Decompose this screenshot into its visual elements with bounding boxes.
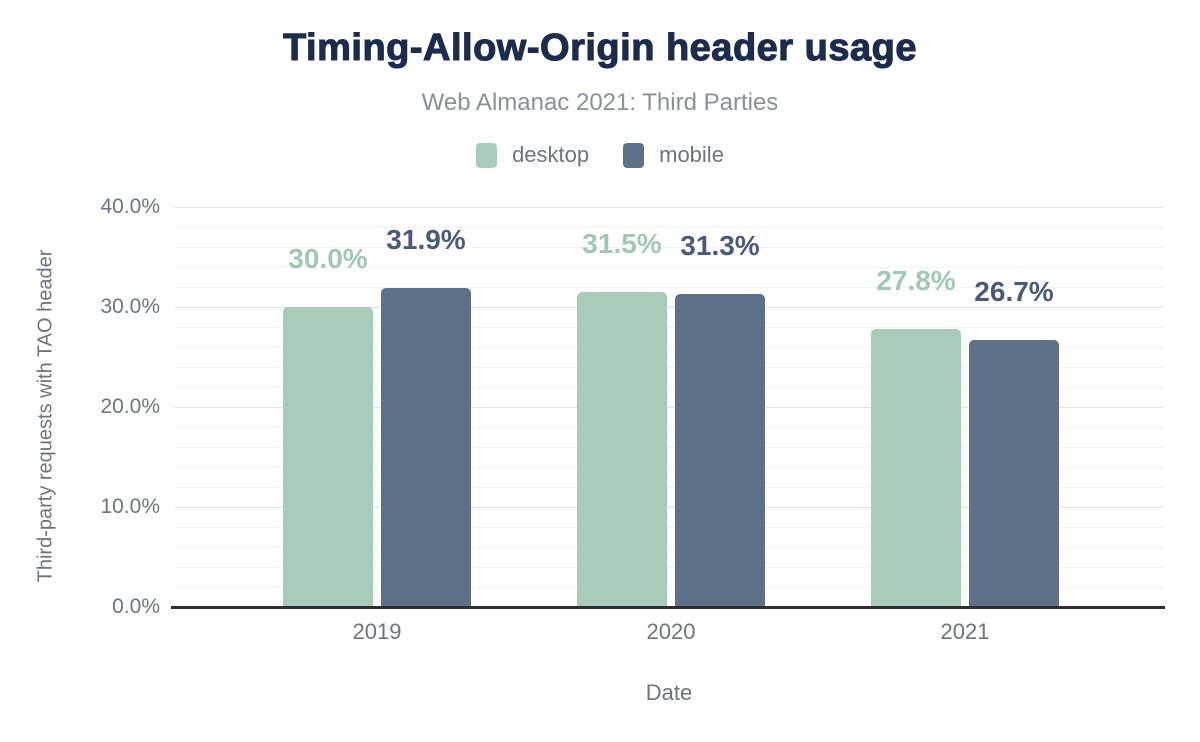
minor-gridline — [175, 547, 1163, 548]
bar-mobile-2020 — [675, 294, 765, 607]
minor-gridline — [175, 427, 1163, 428]
bar-desktop-2021 — [871, 329, 961, 607]
bar-label-mobile-2020: 31.3% — [680, 230, 760, 261]
y-tick-label: 10.0% — [100, 495, 160, 518]
minor-gridline — [175, 247, 1163, 248]
y-tick-label: 30.0% — [100, 295, 160, 318]
bar-label-mobile-2019: 31.9% — [386, 224, 466, 255]
legend-item-mobile: mobile — [623, 142, 724, 168]
bar-label-desktop-2021: 27.8% — [876, 265, 956, 296]
x-tick-label: 2021 — [940, 619, 990, 644]
minor-gridline — [175, 467, 1163, 468]
x-axis-line — [171, 606, 1165, 609]
minor-gridline — [175, 347, 1163, 348]
major-gridline — [175, 407, 1163, 408]
y-tick-label: 20.0% — [100, 395, 160, 418]
major-gridline — [175, 307, 1163, 308]
x-axis-title: Date — [645, 680, 693, 705]
major-gridline — [175, 207, 1163, 208]
minor-gridline — [175, 587, 1163, 588]
minor-gridline — [175, 327, 1163, 328]
minor-gridline — [175, 447, 1163, 448]
bar-mobile-2019 — [381, 288, 471, 607]
bar-mobile-2021 — [969, 340, 1059, 607]
y-axis-title: Third-party requests with TAO header — [34, 249, 57, 583]
minor-gridline — [175, 267, 1163, 268]
minor-gridline — [175, 387, 1163, 388]
chart-subtitle: Web Almanac 2021: Third Parties — [421, 89, 779, 116]
y-tick-label: 0.0% — [112, 595, 160, 618]
minor-gridline — [175, 487, 1163, 488]
bar-desktop-2019 — [283, 307, 373, 607]
legend: desktop mobile — [0, 142, 1200, 168]
minor-gridline — [175, 567, 1163, 568]
mobile-legend-label: mobile — [659, 142, 724, 167]
minor-gridline — [175, 287, 1163, 288]
chart-title: Timing-Allow-Origin header usage — [282, 26, 917, 69]
major-gridline — [175, 507, 1163, 508]
desktop-legend-swatch — [476, 142, 498, 168]
bar-label-desktop-2020: 31.5% — [582, 228, 662, 259]
minor-gridline — [175, 227, 1163, 228]
mobile-legend-swatch — [623, 142, 645, 168]
minor-gridline — [175, 367, 1163, 368]
x-tick-label: 2019 — [352, 619, 402, 644]
desktop-legend-label: desktop — [512, 142, 590, 167]
x-tick-label: 2020 — [646, 619, 696, 644]
bar-label-desktop-2019: 30.0% — [288, 243, 368, 274]
y-tick-label: 40.0% — [100, 195, 160, 218]
minor-gridline — [175, 527, 1163, 528]
bar-desktop-2020 — [577, 292, 667, 607]
legend-item-desktop: desktop — [476, 142, 589, 168]
bar-label-mobile-2021: 26.7% — [974, 276, 1054, 307]
